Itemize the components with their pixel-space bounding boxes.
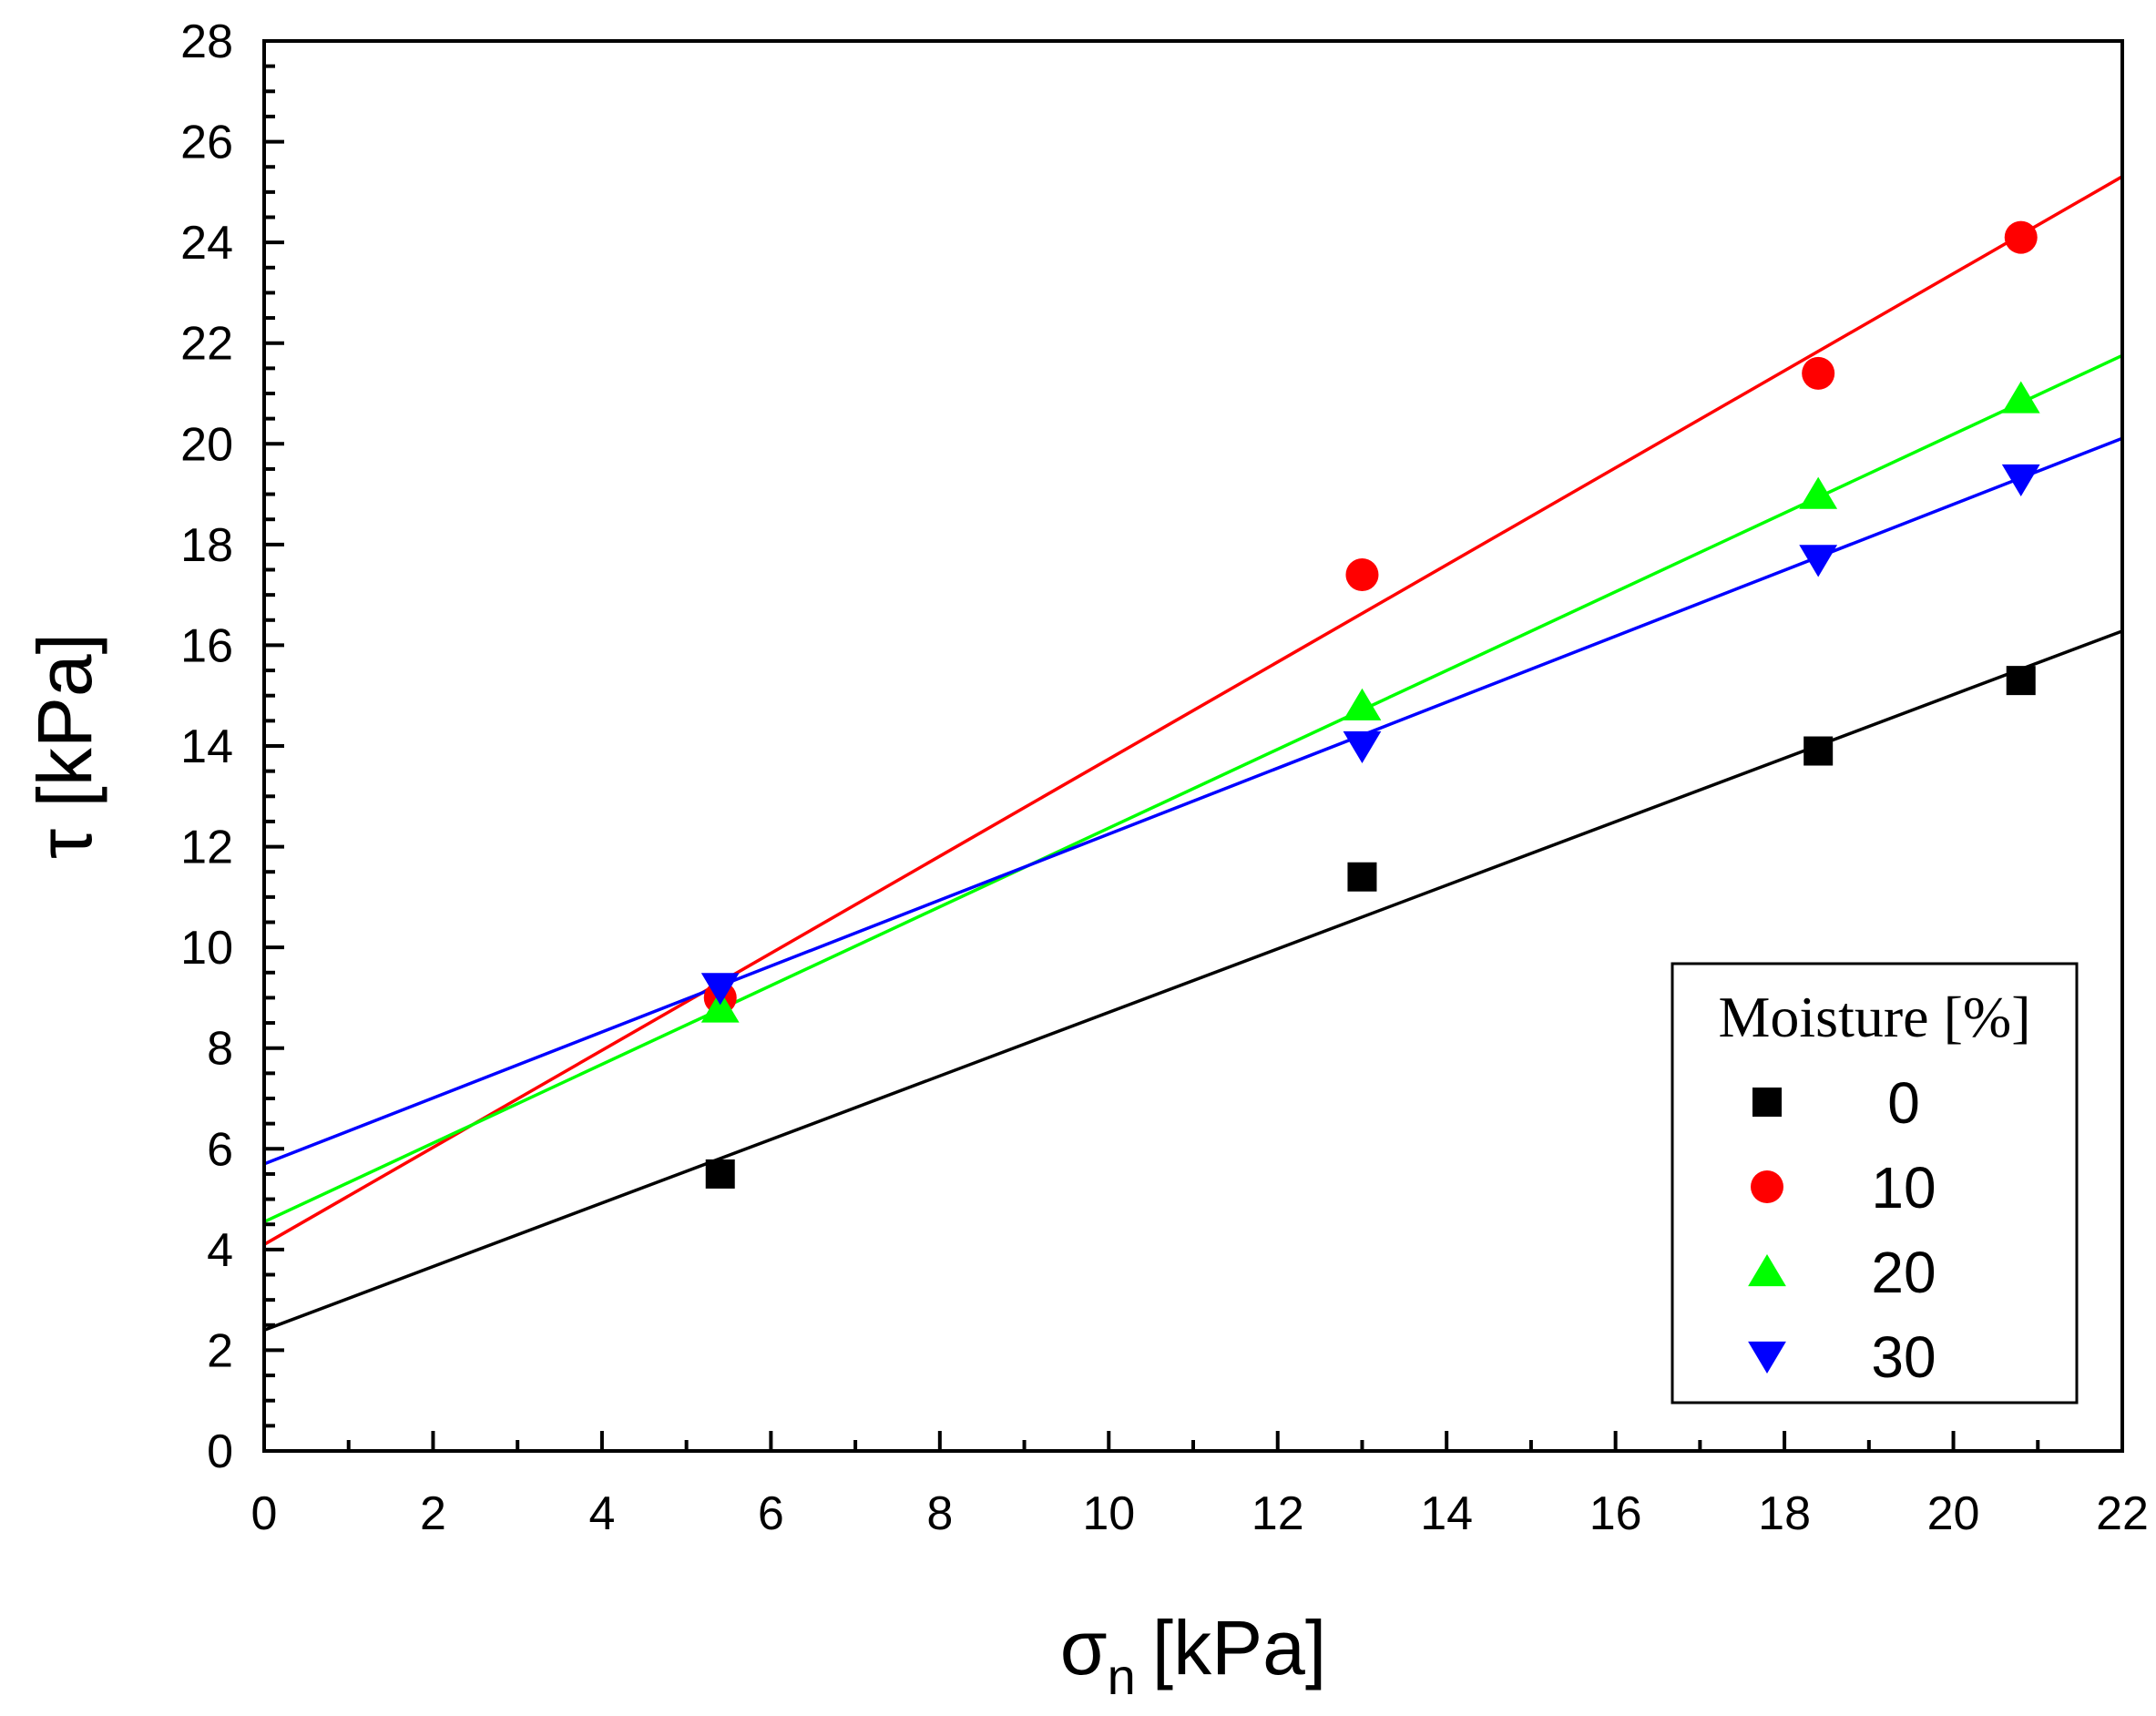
y-tick-label: 18 xyxy=(180,519,233,572)
legend: Moisture [%] 0 10 20 30 xyxy=(1671,962,2079,1404)
data-point-0 xyxy=(1803,736,1834,766)
data-point-20 xyxy=(1343,688,1382,720)
data-point-10 xyxy=(1345,558,1379,592)
x-tick-label: 10 xyxy=(1082,1487,1135,1540)
legend-label-0: 0 xyxy=(1887,1070,1920,1136)
data-point-0 xyxy=(705,1159,735,1189)
y-tick-label: 4 xyxy=(207,1224,233,1277)
x-tick-label: 12 xyxy=(1252,1487,1304,1540)
x-tick-label: 18 xyxy=(1758,1487,1811,1540)
legend-label-20: 20 xyxy=(1871,1240,1936,1305)
legend-marker-20 xyxy=(1748,1254,1786,1287)
y-tick-label: 0 xyxy=(207,1425,233,1478)
y-tick-label: 20 xyxy=(180,418,233,471)
legend-label-30: 30 xyxy=(1871,1324,1936,1390)
data-point-30 xyxy=(2001,464,2040,496)
legend-box xyxy=(1671,962,2079,1404)
x-tick-label: 2 xyxy=(420,1487,446,1540)
data-point-20 xyxy=(1799,476,1838,509)
x-tick-label: 0 xyxy=(251,1487,278,1540)
y-axis-title: τ [kPa] xyxy=(22,633,107,859)
x-tick-label: 4 xyxy=(588,1487,615,1540)
x-tick-label: 16 xyxy=(1589,1487,1642,1540)
data-point-10 xyxy=(2004,220,2038,254)
data-point-0 xyxy=(1347,862,1377,892)
y-tick-label: 10 xyxy=(180,922,233,975)
data-markers xyxy=(700,220,2040,1189)
y-tick-label: 12 xyxy=(180,822,233,874)
y-tick-label: 6 xyxy=(207,1123,233,1176)
data-point-30 xyxy=(1343,730,1382,763)
data-point-20 xyxy=(700,990,740,1023)
data-point-10 xyxy=(1802,356,1835,390)
x-tick-label: 22 xyxy=(2096,1487,2149,1540)
y-tick-label: 14 xyxy=(180,720,233,773)
x-axis-symbol: σ xyxy=(1060,1605,1108,1690)
x-tick-label: 14 xyxy=(1420,1487,1473,1540)
x-tick-label: 20 xyxy=(1927,1487,1980,1540)
y-tick-label: 26 xyxy=(180,117,233,169)
data-point-20 xyxy=(2001,381,2040,414)
legend-items: 0 10 20 30 xyxy=(1748,1070,1936,1390)
x-tick-label: 8 xyxy=(926,1487,953,1540)
legend-marker-0 xyxy=(1752,1088,1782,1117)
fit-line-10 xyxy=(263,175,2123,1246)
legend-label-10: 10 xyxy=(1871,1155,1936,1221)
y-tick-label: 22 xyxy=(180,318,233,371)
axis-ticks xyxy=(262,39,2124,1453)
legend-marker-30 xyxy=(1748,1341,1786,1374)
x-tick-label: 6 xyxy=(758,1487,784,1540)
y-tick-label: 8 xyxy=(207,1023,233,1076)
y-tick-label: 24 xyxy=(180,217,233,270)
x-axis-title: σn [kPa] xyxy=(1060,1605,1326,1705)
y-tick-label: 28 xyxy=(180,15,233,68)
data-point-30 xyxy=(1799,545,1838,577)
x-axis-unit: [kPa] xyxy=(1152,1605,1326,1690)
x-tick-labels: 0 2 4 6 8 10 12 14 16 18 20 22 xyxy=(251,1487,2149,1540)
legend-marker-10 xyxy=(1751,1170,1783,1203)
y-tick-label: 16 xyxy=(180,619,233,672)
data-point-0 xyxy=(2006,666,2036,696)
data-point-30 xyxy=(700,973,740,1006)
y-tick-label: 2 xyxy=(207,1324,233,1377)
x-axis-subscript: n xyxy=(1108,1648,1136,1705)
legend-title: Moisture [%] xyxy=(1718,985,2030,1049)
